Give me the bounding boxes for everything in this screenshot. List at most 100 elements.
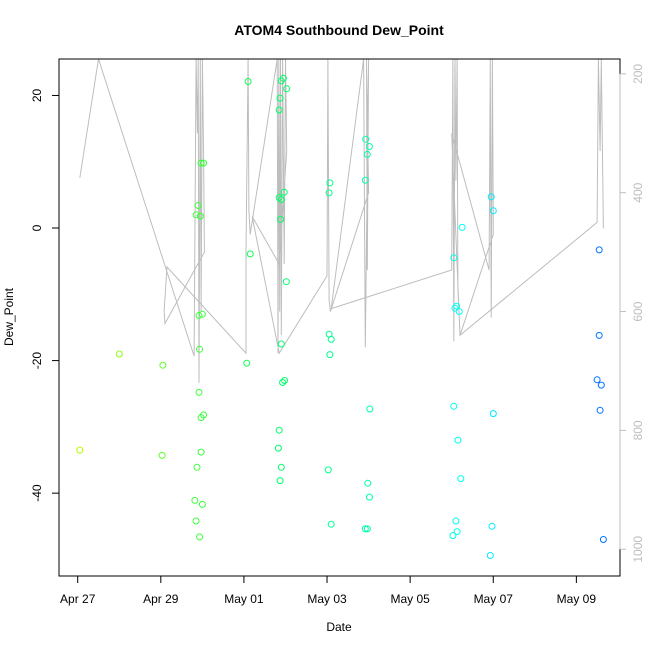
data-point: [198, 500, 206, 508]
data-point: [115, 350, 123, 358]
data-point: [196, 345, 203, 353]
data-point: [158, 451, 166, 459]
data-point: [192, 211, 200, 219]
data-point: [243, 359, 251, 367]
pressure-trace-line: [79, 59, 604, 383]
data-point: [276, 94, 284, 102]
data-point: [363, 525, 371, 533]
x-tick-label: May 09: [557, 592, 597, 606]
data-point: [196, 533, 203, 541]
data-point: [159, 361, 167, 369]
x-axis: Apr 27 Apr 29 May 01 May 03 May 05 May 07 May …: [60, 575, 597, 606]
data-point: [275, 426, 283, 434]
data-point: [365, 493, 373, 501]
data-point: [326, 351, 334, 359]
data-point: [197, 159, 205, 167]
data-point: [452, 517, 460, 525]
x-tick-label: May 03: [307, 592, 347, 606]
x-tick-label: May 05: [390, 592, 430, 606]
data-point: [326, 179, 334, 187]
data-point: [277, 215, 284, 223]
x-tick-label: May 07: [474, 592, 514, 606]
data-point: [200, 411, 208, 419]
data-point: [282, 278, 290, 286]
data-point: [453, 528, 461, 536]
data-point: [277, 340, 285, 348]
data-point: [361, 176, 369, 184]
right-tick-label: 200: [631, 64, 645, 84]
data-point: [283, 85, 291, 93]
data-point: [361, 525, 369, 533]
y-axis: -40 -20 0 20: [30, 89, 60, 502]
data-point: [327, 335, 335, 343]
y-axis-label: Dew_Point: [2, 287, 16, 346]
plot-frame: [58, 58, 621, 577]
data-point: [246, 250, 254, 258]
y-tick-label: -20: [30, 352, 44, 370]
data-point: [197, 448, 205, 456]
data-point: [277, 196, 285, 203]
right-tick-label: 400: [631, 182, 645, 202]
data-point: [275, 194, 283, 201]
right-tick-label: 800: [631, 420, 645, 440]
data-point: [450, 254, 458, 262]
data-point: [449, 532, 457, 540]
data-point: [191, 496, 199, 504]
data-point: [489, 207, 497, 215]
data-point: [275, 106, 283, 114]
data-point: [196, 212, 204, 220]
data-point: [489, 410, 497, 418]
data-points-layer: [76, 74, 607, 559]
data-point: [279, 74, 287, 82]
data-point: [198, 310, 206, 318]
data-point: [193, 463, 201, 471]
chart-title: ATOM4 Southbound Dew_Point: [234, 22, 444, 38]
data-point: [274, 444, 282, 452]
data-point: [458, 223, 466, 231]
data-point: [455, 308, 463, 315]
data-point: [486, 552, 494, 559]
data-point: [457, 475, 465, 483]
data-point: [595, 331, 603, 339]
data-point: [276, 477, 284, 485]
data-point: [76, 446, 84, 454]
data-point: [593, 376, 601, 384]
data-point: [280, 188, 288, 196]
data-point: [599, 536, 607, 543]
y-tick-label: 0: [30, 224, 44, 231]
data-point: [596, 406, 604, 414]
data-point: [366, 405, 374, 413]
data-point: [362, 135, 370, 143]
data-point: [365, 143, 373, 150]
data-point: [195, 312, 203, 319]
data-point: [454, 436, 462, 444]
data-point: [244, 78, 252, 85]
y-tick-label: 20: [30, 89, 44, 103]
right-tick-label: 1000: [631, 536, 645, 563]
data-point: [364, 479, 372, 487]
data-point: [279, 379, 287, 386]
data-point: [487, 193, 495, 201]
x-tick-label: May 01: [224, 592, 264, 606]
pressure-trace-layer: [79, 59, 604, 383]
data-point: [277, 463, 285, 471]
x-tick-label: Apr 27: [60, 592, 96, 606]
x-tick-label: Apr 29: [143, 592, 179, 606]
data-point: [450, 402, 458, 410]
data-point: [488, 522, 496, 530]
data-point: [194, 202, 202, 209]
data-point: [597, 381, 605, 389]
data-point: [195, 388, 203, 396]
data-point: [327, 520, 335, 528]
data-point: [363, 150, 371, 158]
y-tick-label: -40: [30, 484, 44, 502]
data-point: [281, 377, 289, 384]
data-point: [325, 189, 333, 197]
data-point: [595, 246, 603, 254]
x-axis-label: Date: [326, 620, 352, 634]
data-point: [200, 159, 208, 167]
data-point: [324, 466, 332, 474]
data-point: [192, 517, 200, 525]
right-tick-label: 600: [631, 301, 645, 321]
